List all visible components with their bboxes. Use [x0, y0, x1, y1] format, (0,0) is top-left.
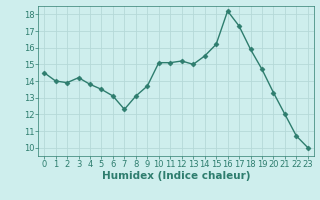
X-axis label: Humidex (Indice chaleur): Humidex (Indice chaleur)	[102, 171, 250, 181]
